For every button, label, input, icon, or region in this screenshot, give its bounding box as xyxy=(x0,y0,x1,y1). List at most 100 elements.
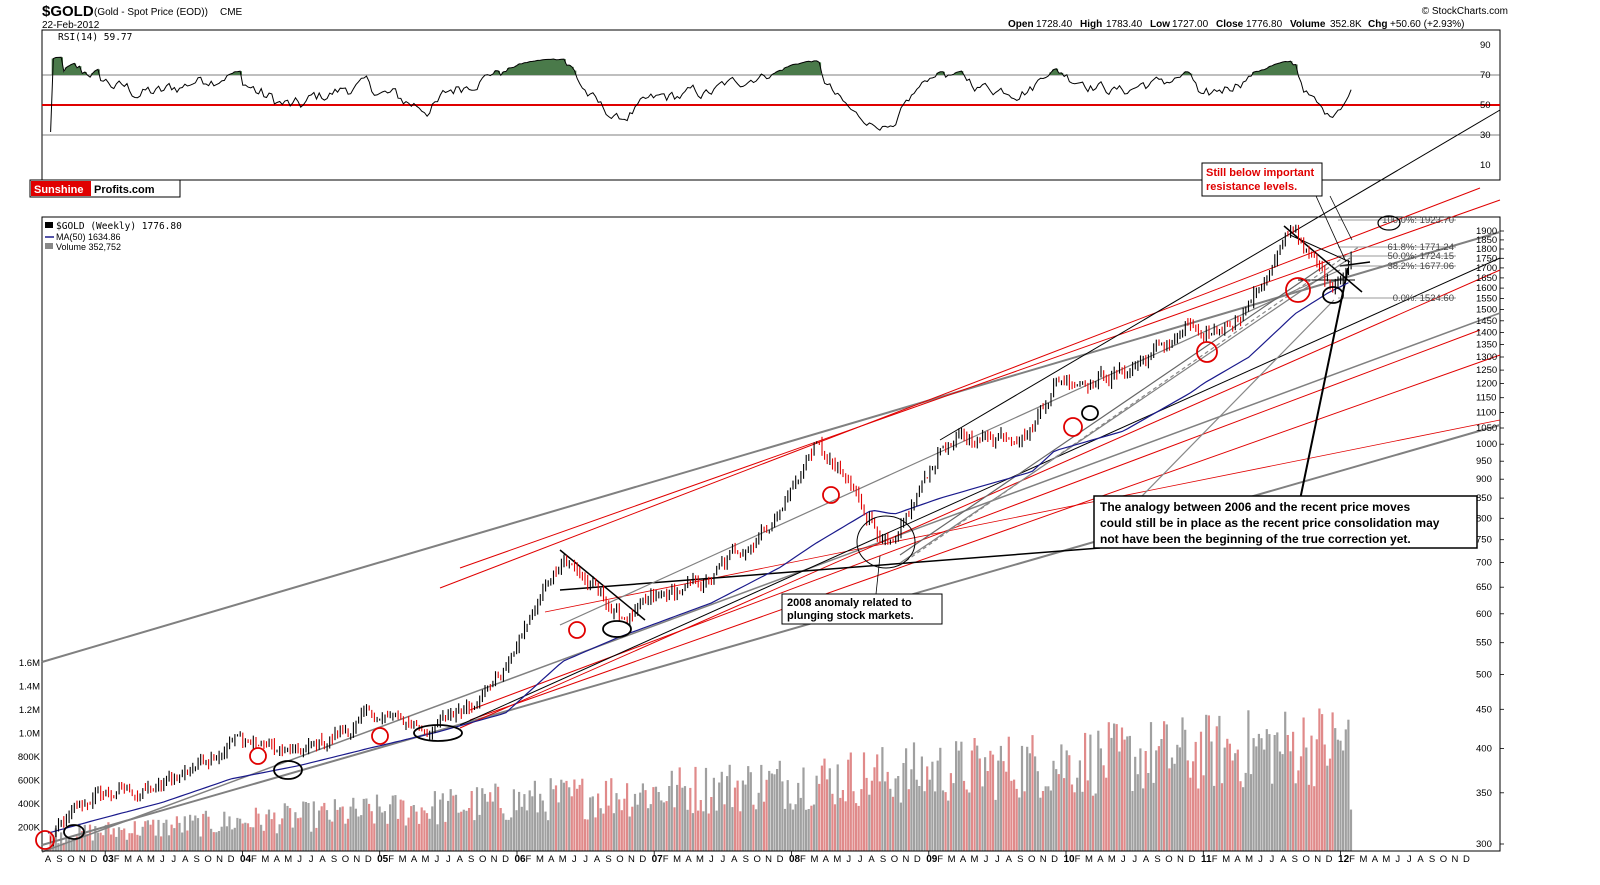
volume-bar xyxy=(1036,771,1039,851)
volume-bar xyxy=(1349,809,1353,851)
credit: © StockCharts.com xyxy=(1422,6,1508,17)
volume-bar xyxy=(1057,774,1060,851)
rsi-overbought-area xyxy=(493,70,498,75)
volume-bar xyxy=(1197,788,1200,851)
logo-part2: Profits.com xyxy=(94,184,155,196)
price-legend-swatch xyxy=(45,222,53,228)
volume-bar xyxy=(344,823,347,851)
volume-bar xyxy=(154,835,157,851)
rsi-overbought-area xyxy=(783,67,787,75)
volume-bar xyxy=(989,750,992,851)
rsi-overbought-area xyxy=(786,66,790,75)
volume-bar xyxy=(512,789,515,851)
volume-bar xyxy=(275,833,278,851)
volume-bar xyxy=(912,742,916,851)
price-tick-label: 750 xyxy=(1476,535,1492,546)
volume-bar xyxy=(352,797,355,851)
price-panel: $GOLD (Weekly) 1776.80 MA(50) 1634.86 Vo… xyxy=(18,109,1504,853)
volume-bar xyxy=(862,752,866,851)
volume-bar xyxy=(631,806,634,851)
volume-bar xyxy=(549,778,552,851)
volume-bar xyxy=(291,827,294,851)
high-label: High xyxy=(1080,19,1102,30)
volume-bar xyxy=(362,798,365,851)
volume-bar xyxy=(138,835,142,851)
volume-value: 352.8K xyxy=(1330,19,1362,30)
volume-bar xyxy=(820,765,823,851)
red-circle-marker xyxy=(822,486,840,504)
volume-bar xyxy=(333,799,336,851)
red-circle-marker xyxy=(568,621,586,639)
rsi-overbought-area xyxy=(522,62,527,75)
volume-bar xyxy=(481,788,484,851)
volume-bar xyxy=(847,759,850,851)
trend-line xyxy=(1289,234,1351,263)
volume-bar xyxy=(986,771,989,851)
volume-bar xyxy=(691,813,694,851)
volume-bar xyxy=(515,810,518,851)
price-tick-label: 1800 xyxy=(1476,244,1497,255)
volume-tick-label: 1.0M xyxy=(19,729,40,740)
volume-bar xyxy=(1176,744,1179,851)
volume-bar xyxy=(497,786,500,851)
volume-bar xyxy=(1052,760,1055,851)
trend-lines xyxy=(41,109,1501,853)
volume-bar xyxy=(731,807,734,851)
volume-bar xyxy=(260,824,263,851)
volume-bar xyxy=(981,786,984,851)
volume-bar xyxy=(173,828,176,851)
rsi-overbought-area xyxy=(1252,72,1256,75)
volume-bar xyxy=(175,816,178,851)
rsi-overbought-area xyxy=(549,59,553,75)
analogy-box xyxy=(1093,495,1478,549)
volume-bar xyxy=(194,815,197,851)
volume-bar xyxy=(349,806,352,851)
month-label: N xyxy=(216,854,223,865)
volume-bar xyxy=(1268,734,1271,851)
rsi-overbought-area xyxy=(70,64,74,75)
rsi-overbought-area xyxy=(559,59,564,75)
volume-bar xyxy=(244,822,247,851)
rsi-overbought-area xyxy=(501,71,506,75)
volume-bar xyxy=(589,797,592,851)
month-label: A xyxy=(1280,854,1287,865)
year-label: 12 xyxy=(1338,854,1350,865)
volume-bar xyxy=(968,792,971,851)
volume-bar xyxy=(191,820,194,851)
volume-bar xyxy=(489,792,492,851)
volume-bar xyxy=(312,801,315,851)
volume-bar xyxy=(560,779,563,851)
volume-bar xyxy=(1321,714,1324,851)
volume-bar xyxy=(1318,708,1321,851)
volume-bar xyxy=(1005,771,1008,851)
volume-bar xyxy=(1160,739,1163,851)
month-label: A xyxy=(594,854,601,865)
open-value: 1728.40 xyxy=(1036,19,1073,30)
volume-bar xyxy=(381,812,384,851)
open-label: Open xyxy=(1008,19,1034,30)
month-label: D xyxy=(914,854,921,865)
rsi-overbought-area xyxy=(794,64,798,75)
month-label: D xyxy=(1326,854,1333,865)
volume-bar xyxy=(1202,775,1205,851)
price-tick-label: 1750 xyxy=(1476,253,1497,264)
rsi-overbought-area xyxy=(1270,65,1274,75)
month-label: J xyxy=(160,854,165,865)
price-tick-label: 500 xyxy=(1476,669,1492,680)
rsi-overbought-area xyxy=(509,67,514,75)
month-label: A xyxy=(1097,854,1104,865)
volume-bar xyxy=(107,822,110,851)
volume-bar xyxy=(346,818,350,851)
volume-bar xyxy=(994,799,997,851)
chart-header: $GOLD (Gold - Spot Price (EOD)) CME 22-F… xyxy=(42,3,1508,31)
volume-bar xyxy=(794,804,797,851)
price-tick-label: 1350 xyxy=(1476,340,1497,351)
volume-bar xyxy=(452,795,455,851)
volume-bar xyxy=(239,818,242,851)
volume-bar xyxy=(1063,778,1066,851)
low-value: 1727.00 xyxy=(1172,19,1209,30)
volume-bar xyxy=(1236,749,1239,851)
volume-bar xyxy=(599,808,602,851)
price-tick-label: 1200 xyxy=(1476,379,1497,390)
month-label: J xyxy=(984,854,989,865)
